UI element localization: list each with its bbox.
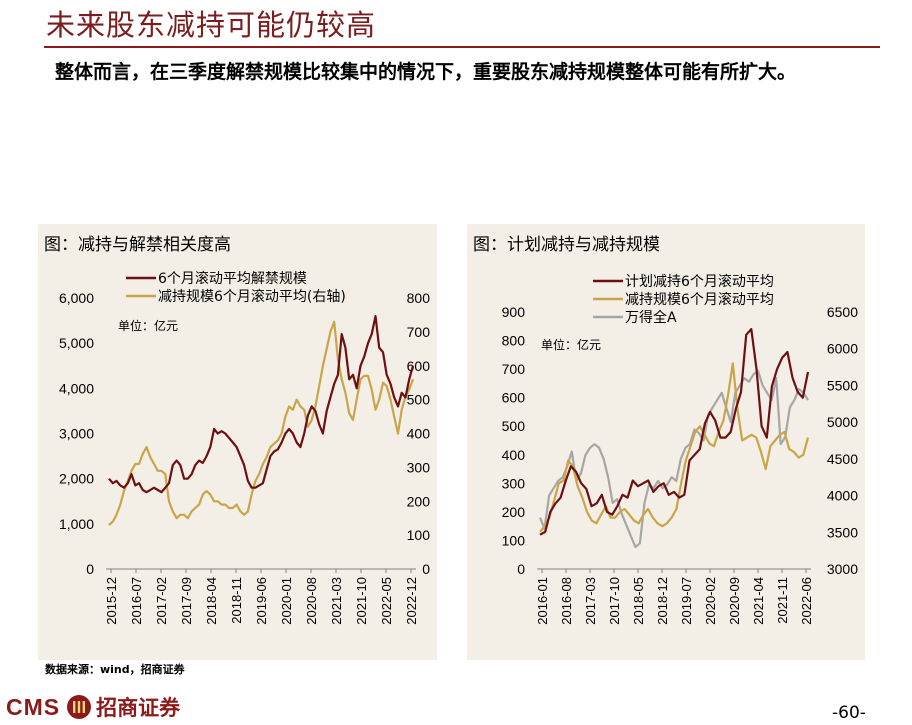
- x-tick-label: 2017-03: [583, 577, 598, 625]
- right-y-tick-label: 700: [407, 324, 431, 340]
- x-tick-label: 2019-07: [679, 577, 694, 625]
- left-y-tick-label: 200: [502, 504, 526, 520]
- series-line-1: [108, 320, 415, 526]
- title-divider: [44, 46, 880, 48]
- chart-title: 图：计划减持与减持规模: [473, 235, 660, 255]
- series-line-2: [538, 369, 809, 549]
- right-y-tick-label: 0: [422, 561, 430, 577]
- left-y-tick-label: 1,000: [59, 516, 94, 532]
- right-y-tick-label: 100: [407, 527, 431, 543]
- right-y-tick-label: 400: [407, 426, 431, 442]
- legend-label: 6个月滚动平均解禁规模: [158, 270, 307, 287]
- x-tick-label: 2020-02: [703, 577, 718, 625]
- unit-note: 单位：亿元: [541, 337, 601, 352]
- x-tick-label: 2020-01: [279, 577, 294, 625]
- right-y-tick-label: 5000: [827, 414, 858, 430]
- left-y-tick-label: 800: [502, 333, 526, 349]
- page-number: -60-: [832, 703, 866, 723]
- right-y-tick-label: 4000: [827, 488, 858, 504]
- x-tick-label: 2022-12: [404, 577, 419, 625]
- data-source-note: 数据来源：wind，招商证券: [45, 663, 185, 676]
- left-y-tick-label: 3,000: [59, 426, 94, 442]
- left-y-tick-label: 0: [517, 561, 525, 577]
- unit-note: 单位：亿元: [118, 318, 178, 333]
- legend-label: 减持规模6个月滚动平均(右轴): [158, 288, 346, 305]
- right-y-tick-label: 5500: [827, 377, 858, 393]
- left-y-tick-label: 500: [502, 418, 526, 434]
- left-y-tick-label: 6,000: [59, 290, 94, 306]
- x-tick-label: 2021-11: [775, 577, 790, 624]
- right-y-tick-label: 200: [407, 493, 431, 509]
- left-y-tick-label: 300: [502, 475, 526, 491]
- right-y-tick-label: 6500: [827, 304, 858, 320]
- right-y-tick-label: 500: [407, 392, 431, 408]
- logo-emblem-icon: [67, 695, 92, 719]
- left-y-tick-label: 5,000: [59, 335, 94, 351]
- slide-subtitle: 整体而言，在三季度解禁规模比较集中的情况下，重要股东减持规模整体可能有所扩大。: [55, 61, 797, 83]
- left-y-tick-label: 4,000: [59, 380, 94, 396]
- chart-panel-unlock-vs-reduction: 图：减持与解禁相关度高 0 1,000 2,000 3,000 4,000 5,000 6,…: [38, 224, 437, 660]
- left-y-tick-label: 100: [502, 532, 526, 548]
- left-y-tick-label: 900: [502, 304, 526, 320]
- x-tick-label: 2017-10: [607, 577, 622, 625]
- left-y-tick-label: 700: [502, 361, 526, 377]
- right-y-tick-label: 600: [407, 358, 431, 374]
- x-tick-label: 2020-08: [304, 577, 319, 625]
- x-tick-label: 2022-06: [799, 577, 814, 625]
- company-logo: CMS 招商证券: [6, 692, 180, 722]
- right-y-tick-label: 4500: [827, 451, 858, 467]
- x-tick-label: 2015-12: [104, 577, 119, 625]
- x-tick-label: 2020-09: [727, 577, 742, 625]
- chart-planned-vs-actual: 0 100 200 300 400 500 600 700 800 900 3000 3500 4000…: [502, 273, 859, 625]
- legend-label: 计划减持6个月滚动平均: [625, 273, 774, 290]
- x-tick-label: 2019-06: [254, 577, 269, 625]
- right-y-tick-label: 3500: [827, 524, 858, 540]
- x-tick-label: 2021-04: [751, 577, 766, 625]
- x-tick-label: 2018-04: [204, 577, 219, 625]
- left-y-tick-label: 2,000: [59, 471, 94, 487]
- left-y-tick-label: 600: [502, 390, 526, 406]
- chart-panel-planned-vs-actual: 图：计划减持与减持规模 0 100 200 300 400 500 600 700 800 900…: [467, 224, 865, 660]
- series-line-0: [539, 327, 810, 536]
- series-line-1: [539, 362, 810, 533]
- legend-label: 万得全A: [625, 309, 677, 326]
- x-tick-label: 2022-05: [379, 577, 394, 625]
- left-y-tick-label: 0: [86, 561, 94, 577]
- left-y-tick-label: 400: [502, 447, 526, 463]
- logo-company-name: 招商证券: [96, 696, 181, 720]
- x-tick-label: 2018-05: [631, 577, 646, 625]
- logo-cms-text: CMS: [6, 693, 61, 720]
- x-tick-label: 2018-11: [229, 577, 244, 624]
- x-tick-label: 2018-12: [655, 577, 670, 625]
- x-tick-label: 2016-08: [559, 577, 574, 625]
- right-y-tick-label: 300: [407, 459, 431, 475]
- chart-unlock-vs-reduction: 0 1,000 2,000 3,000 4,000 5,000 6,000 0 100 200 30…: [59, 270, 431, 625]
- x-tick-label: 2016-01: [535, 577, 550, 625]
- legend-label: 减持规模6个月滚动平均: [625, 291, 774, 308]
- x-tick-label: 2016-07: [129, 577, 144, 625]
- right-y-tick-label: 6000: [827, 341, 858, 357]
- right-y-tick-label: 800: [407, 290, 431, 306]
- x-tick-label: 2017-02: [154, 577, 169, 625]
- slide-title: 未来股东减持可能仍较高: [46, 8, 377, 42]
- x-tick-label: 2021-10: [354, 577, 369, 625]
- series-line-0: [108, 314, 415, 494]
- right-y-tick-label: 3000: [827, 561, 858, 577]
- chart-title: 图：减持与解禁相关度高: [44, 235, 231, 255]
- x-tick-label: 2021-03: [329, 577, 344, 625]
- x-tick-label: 2017-09: [179, 577, 194, 625]
